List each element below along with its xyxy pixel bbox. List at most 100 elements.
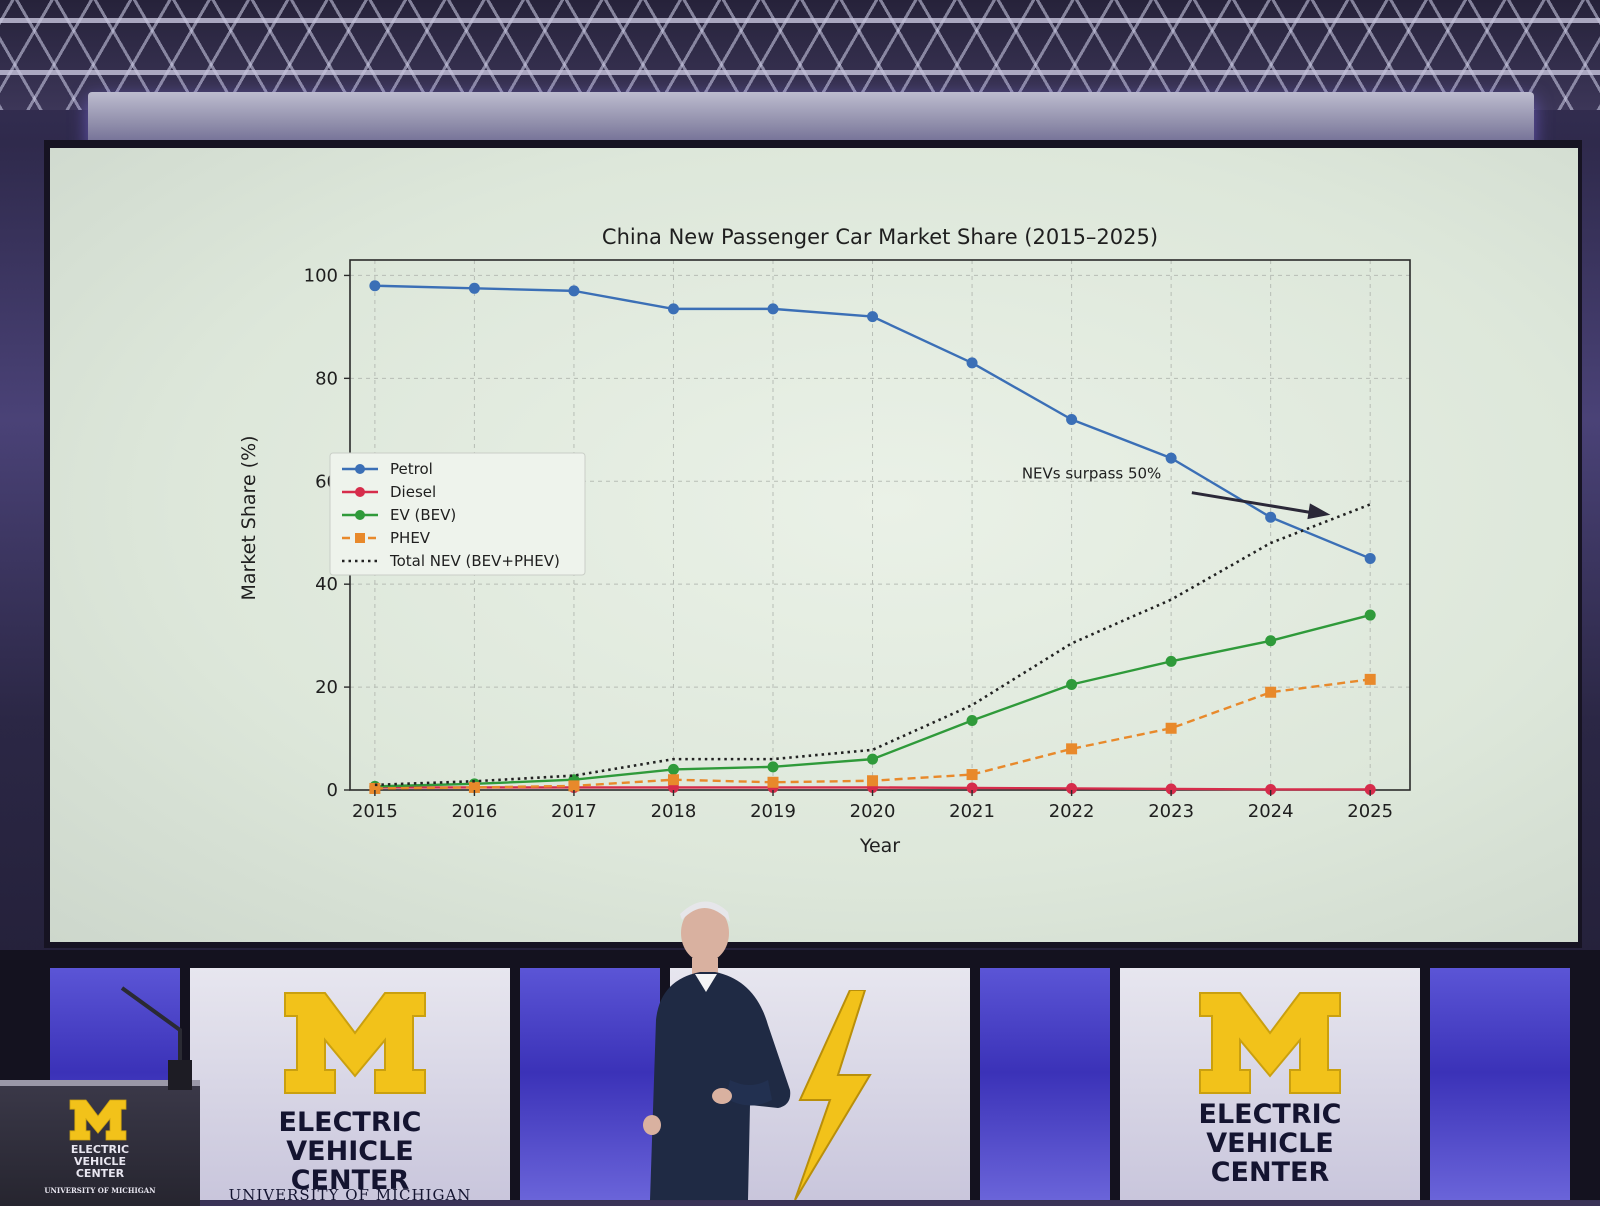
data-point-phev	[867, 775, 879, 787]
x-tick-label: 2022	[1049, 801, 1095, 822]
data-point-phev	[1364, 673, 1376, 685]
data-point-diesel	[966, 782, 978, 794]
annotation-arrow-shaft	[1191, 491, 1313, 515]
truss-rail-bottom	[0, 70, 1600, 75]
series-phev	[369, 673, 1376, 794]
backdrop-panel-blue-center-left	[520, 968, 660, 1200]
data-point-petrol	[468, 282, 480, 294]
data-point-petrol	[1265, 511, 1277, 523]
market-share-chart: 2015 2016 2017 2018 2019 2020 2021 2022 2023 2024…	[238, 225, 1411, 857]
data-point-petrol	[1165, 452, 1177, 464]
data-point-phev	[767, 776, 779, 788]
legend-label: Petrol	[390, 460, 433, 478]
podium-name-line: CENTER	[75, 1167, 125, 1180]
data-point-diesel	[1265, 783, 1277, 795]
x-tick-label: 2018	[651, 801, 697, 822]
podium-microphone	[120, 986, 192, 1090]
x-tick-label: 2016	[452, 801, 498, 822]
data-point-phev	[1165, 722, 1177, 734]
y-tick-label: 40	[315, 574, 338, 595]
y-axis-label: Market Share (%)	[238, 435, 260, 600]
chart-legend: Petrol Diesel EV (BEV) PHEV Total NEV (BEV+P…	[329, 452, 586, 576]
data-point-phev	[369, 782, 381, 794]
data-point-phev	[667, 774, 679, 786]
legend-swatch-marker	[355, 510, 365, 520]
data-point-ev-bev	[1066, 679, 1078, 691]
backdrop-panel-left: ELECTRIC VEHICLE CENTER UNIVERSITY OF MI…	[190, 968, 510, 1204]
podium-center-name: ELECTRIC VEHICLE CENTER	[40, 1144, 160, 1180]
x-axis-label: Year	[859, 835, 900, 857]
y-tick-label: 0	[327, 780, 338, 801]
podium: ELECTRIC VEHICLE CENTER UNIVERSITY OF MI…	[0, 1080, 200, 1206]
center-name-line: CENTER	[1210, 1157, 1330, 1188]
data-point-ev-bev	[966, 715, 978, 727]
projection-screen: 2015 2016 2017 2018 2019 2020 2021 2022 2023 2024…	[50, 148, 1578, 942]
x-tick-label: 2020	[850, 801, 896, 822]
x-tick-label: 2021	[949, 801, 995, 822]
lightning-bolt-graphic	[794, 990, 872, 1200]
legend-swatch-marker	[355, 533, 365, 543]
data-point-ev-bev	[1364, 609, 1376, 621]
data-point-phev	[468, 781, 480, 793]
backdrop-panel-blue-right	[1430, 968, 1570, 1200]
data-point-petrol	[867, 311, 879, 323]
data-point-petrol	[568, 285, 580, 297]
data-point-phev	[568, 780, 580, 792]
backdrop-panel-right: ELECTRIC VEHICLE CENTER	[1120, 968, 1420, 1200]
chart-series-group	[369, 280, 1376, 795]
data-point-petrol	[966, 357, 978, 369]
data-point-petrol	[1364, 552, 1376, 564]
data-point-ev-bev	[767, 761, 779, 773]
michigan-m-logo-left	[284, 992, 426, 1094]
legend-label: Total NEV (BEV+PHEV)	[389, 552, 560, 570]
data-point-ev-bev	[667, 763, 679, 775]
x-tick-label: 2015	[352, 801, 398, 822]
michigan-m-logo-right	[1199, 992, 1341, 1094]
data-point-ev-bev	[1165, 655, 1177, 667]
truss-rail-top	[0, 18, 1600, 23]
data-point-ev-bev	[867, 753, 879, 765]
x-tick-label: 2025	[1347, 801, 1393, 822]
university-name-left: UNIVERSITY OF MICHIGAN	[228, 1186, 472, 1204]
chart-axes: 2015 2016 2017 2018 2019 2020 2021 2022 2023 2024…	[304, 265, 1393, 822]
legend-swatch-marker	[355, 487, 365, 497]
legend-box	[329, 452, 586, 576]
center-name-left: ELECTRIC VEHICLE CENTER	[230, 1108, 470, 1195]
center-name-line: ELECTRIC	[278, 1107, 422, 1138]
projector-screen-housing	[88, 92, 1534, 146]
y-tick-label: 100	[304, 265, 338, 286]
y-tick-label: 20	[315, 677, 338, 698]
data-point-ev-bev	[1265, 635, 1277, 647]
chart-title: China New Passenger Car Market Share (20…	[602, 225, 1158, 249]
x-tick-label: 2019	[750, 801, 796, 822]
legend-label: EV (BEV)	[390, 506, 456, 524]
series-line-total-nev-bev-phev	[374, 503, 1371, 787]
data-point-phev	[1265, 686, 1277, 698]
data-point-petrol	[667, 303, 679, 315]
data-point-petrol	[767, 303, 779, 315]
center-name-right: ELECTRIC VEHICLE CENTER	[1150, 1100, 1390, 1187]
ceiling-truss	[0, 0, 1600, 110]
michigan-m-logo-podium	[69, 1099, 127, 1141]
annotation-text: NEVs surpass 50%	[1022, 465, 1161, 483]
x-tick-label: 2023	[1148, 801, 1194, 822]
center-name-line: VEHICLE	[1206, 1128, 1334, 1159]
series-total-nev-bev-phev	[374, 503, 1371, 787]
legend-swatch-marker	[355, 464, 365, 474]
center-name-line: ELECTRIC	[1198, 1099, 1342, 1130]
data-point-petrol	[1066, 414, 1078, 426]
backdrop-panel-blue-center-right	[980, 968, 1110, 1200]
data-point-petrol	[369, 280, 381, 292]
y-tick-label: 80	[315, 368, 338, 389]
center-name-line: CENTER	[290, 1165, 410, 1196]
data-point-diesel	[1066, 782, 1078, 794]
podium-university: UNIVERSITY OF MICHIGAN	[44, 1186, 156, 1195]
legend-label: PHEV	[390, 529, 431, 547]
x-tick-label: 2017	[551, 801, 597, 822]
series-petrol	[369, 280, 1376, 564]
legend-label: Diesel	[390, 483, 436, 501]
data-point-diesel	[1165, 783, 1177, 795]
presenter-figure	[643, 901, 791, 1200]
center-name-line: VEHICLE	[286, 1136, 414, 1167]
podium-name-line: VEHICLE	[74, 1155, 126, 1168]
